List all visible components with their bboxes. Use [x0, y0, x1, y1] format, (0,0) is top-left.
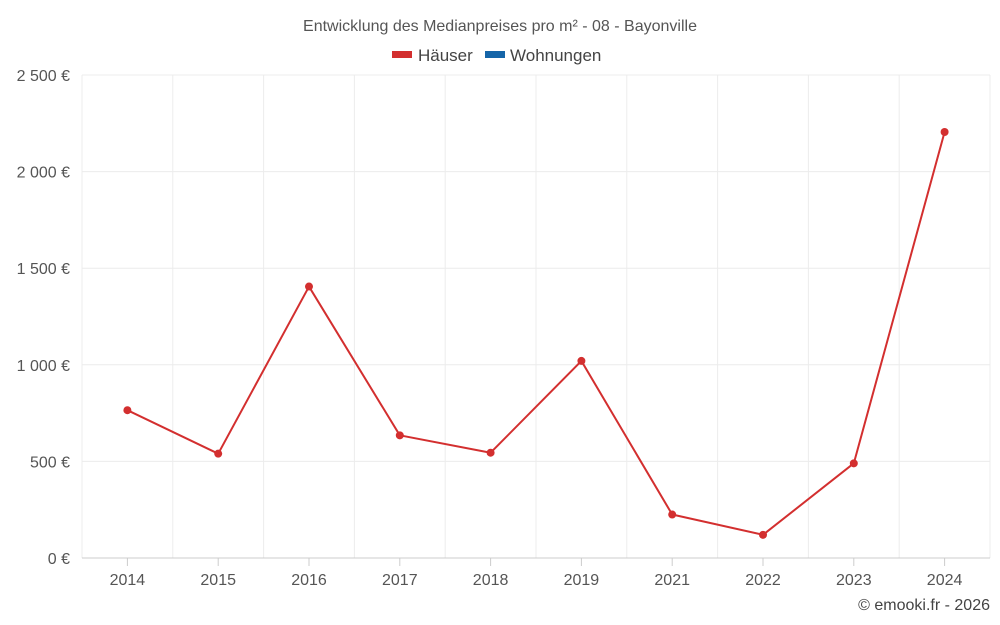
y-tick-label: 500 € — [30, 454, 70, 471]
copyright-credit: © emooki.fr - 2026 — [858, 597, 990, 614]
y-tick-label: 1 000 € — [17, 358, 70, 375]
x-tick-label: 2016 — [291, 572, 327, 589]
x-gridlines — [81, 75, 991, 558]
x-tick-label: 2014 — [110, 572, 146, 589]
legend-swatch-wohnungen — [485, 51, 505, 58]
x-tick-label: 2015 — [200, 572, 236, 589]
legend: Häuser Wohnungen — [392, 46, 601, 65]
x-tick-label: 2022 — [745, 572, 781, 589]
x-tick-label: 2021 — [654, 572, 690, 589]
x-tick-label: 2024 — [927, 572, 963, 589]
legend-label-haeuser: Häuser — [418, 46, 473, 65]
legend-item-wohnungen[interactable]: Wohnungen — [485, 46, 601, 65]
y-tick-label: 0 € — [48, 551, 70, 568]
legend-swatch-haeuser — [392, 51, 412, 58]
x-axis-ticks — [126, 558, 946, 566]
data-point-2022[interactable] — [759, 530, 767, 539]
y-tick-label: 2 500 € — [17, 68, 70, 85]
x-tick-label: 2018 — [473, 572, 509, 589]
data-point-2014[interactable] — [123, 406, 132, 415]
chart-title: Entwicklung des Medianpreises pro m² - 0… — [303, 18, 697, 35]
legend-label-wohnungen: Wohnungen — [510, 46, 601, 65]
y-tick-label: 2 000 € — [17, 165, 70, 182]
y-gridlines — [82, 74, 990, 462]
x-tick-label: 2017 — [382, 572, 418, 589]
data-point-2016[interactable] — [305, 282, 313, 291]
x-tick-label: 2019 — [564, 572, 600, 589]
legend-item-haeuser[interactable]: Häuser — [392, 46, 473, 65]
data-point-2023[interactable] — [849, 459, 858, 468]
series-line-haeuser — [126, 131, 946, 536]
data-point-2024[interactable] — [940, 127, 949, 136]
data-point-2015[interactable] — [214, 449, 223, 458]
data-point-2017[interactable] — [395, 431, 404, 440]
data-point-2019[interactable] — [577, 356, 586, 365]
y-tick-label: 1 500 € — [17, 261, 70, 278]
y-axis-labels: 0 € 500 € 1 000 € 1 500 € 2 000 € 2 500 € — [17, 68, 70, 568]
series-haeuser — [123, 127, 949, 539]
data-point-2021[interactable] — [668, 510, 677, 519]
x-tick-label: 2023 — [836, 572, 872, 589]
x-axis-labels: 2014 2015 2016 2017 2018 2019 2021 2022 2023 2024 — [110, 572, 963, 589]
data-point-2018[interactable] — [486, 448, 495, 457]
